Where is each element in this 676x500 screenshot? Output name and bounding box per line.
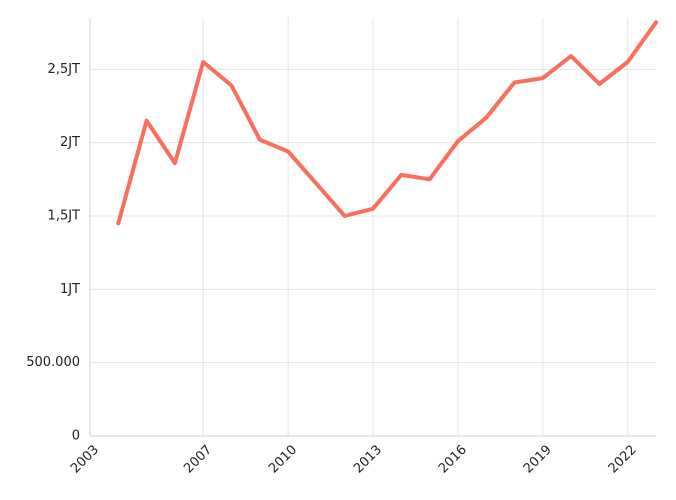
y-gridlines xyxy=(90,68,656,364)
x-gridlines xyxy=(89,18,629,436)
x-tick-label: 2016 xyxy=(436,442,470,476)
y-tick-label: 2JT xyxy=(60,135,80,150)
series-layer xyxy=(116,20,658,226)
x-tick-label: 2010 xyxy=(266,442,300,476)
x-tick-label: 2013 xyxy=(351,442,385,476)
x-tick-label: 2019 xyxy=(521,442,555,476)
y-tick-label: 500.000 xyxy=(26,355,80,370)
x-tick-label: 2007 xyxy=(181,442,215,476)
series-line xyxy=(116,20,658,226)
y-tick-labels: 0 500.000 1JT 1,5JT 2JT 2,5JT xyxy=(26,62,80,444)
x-tick-label: 2022 xyxy=(606,442,640,476)
y-tick-label: 0 xyxy=(72,429,80,444)
x-tick-label: 2003 xyxy=(68,442,102,476)
y-tick-label: 2,5JT xyxy=(48,62,81,77)
y-tick-label: 1JT xyxy=(60,282,80,297)
y-tick-label: 1,5JT xyxy=(48,209,81,224)
x-tick-labels: 2003 2007 2010 2013 2016 2019 2022 xyxy=(68,442,640,476)
